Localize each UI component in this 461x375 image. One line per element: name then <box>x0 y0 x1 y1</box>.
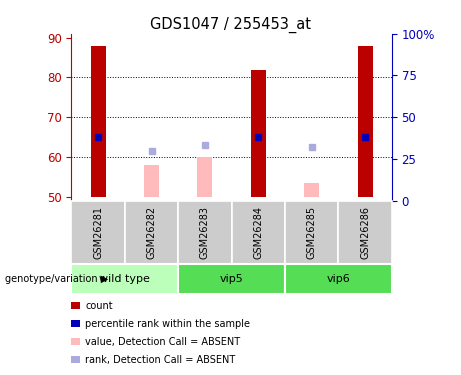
Text: GSM26285: GSM26285 <box>307 206 317 259</box>
Text: vip5: vip5 <box>220 274 243 284</box>
Bar <box>231 201 285 264</box>
Text: percentile rank within the sample: percentile rank within the sample <box>85 319 250 328</box>
Text: GSM26283: GSM26283 <box>200 206 210 259</box>
Text: wild type: wild type <box>100 274 150 284</box>
Bar <box>358 46 372 196</box>
Bar <box>251 69 266 196</box>
Bar <box>125 201 178 264</box>
Bar <box>197 157 213 196</box>
Text: rank, Detection Call = ABSENT: rank, Detection Call = ABSENT <box>85 355 236 364</box>
Bar <box>285 264 392 294</box>
Bar <box>71 201 125 264</box>
Bar <box>285 201 338 264</box>
Bar <box>71 264 178 294</box>
Bar <box>338 201 392 264</box>
Text: count: count <box>85 301 113 310</box>
Bar <box>178 264 285 294</box>
Bar <box>304 183 319 196</box>
Text: GSM26282: GSM26282 <box>147 206 157 259</box>
Text: value, Detection Call = ABSENT: value, Detection Call = ABSENT <box>85 337 240 346</box>
Bar <box>91 46 106 196</box>
Text: GSM26286: GSM26286 <box>360 206 370 259</box>
Text: vip6: vip6 <box>326 274 350 284</box>
Text: GSM26281: GSM26281 <box>93 206 103 259</box>
Text: GSM26284: GSM26284 <box>254 206 263 259</box>
Text: GDS1047 / 255453_at: GDS1047 / 255453_at <box>150 17 311 33</box>
Bar <box>178 201 231 264</box>
Text: genotype/variation ▶: genotype/variation ▶ <box>5 274 108 284</box>
Bar <box>144 165 159 196</box>
